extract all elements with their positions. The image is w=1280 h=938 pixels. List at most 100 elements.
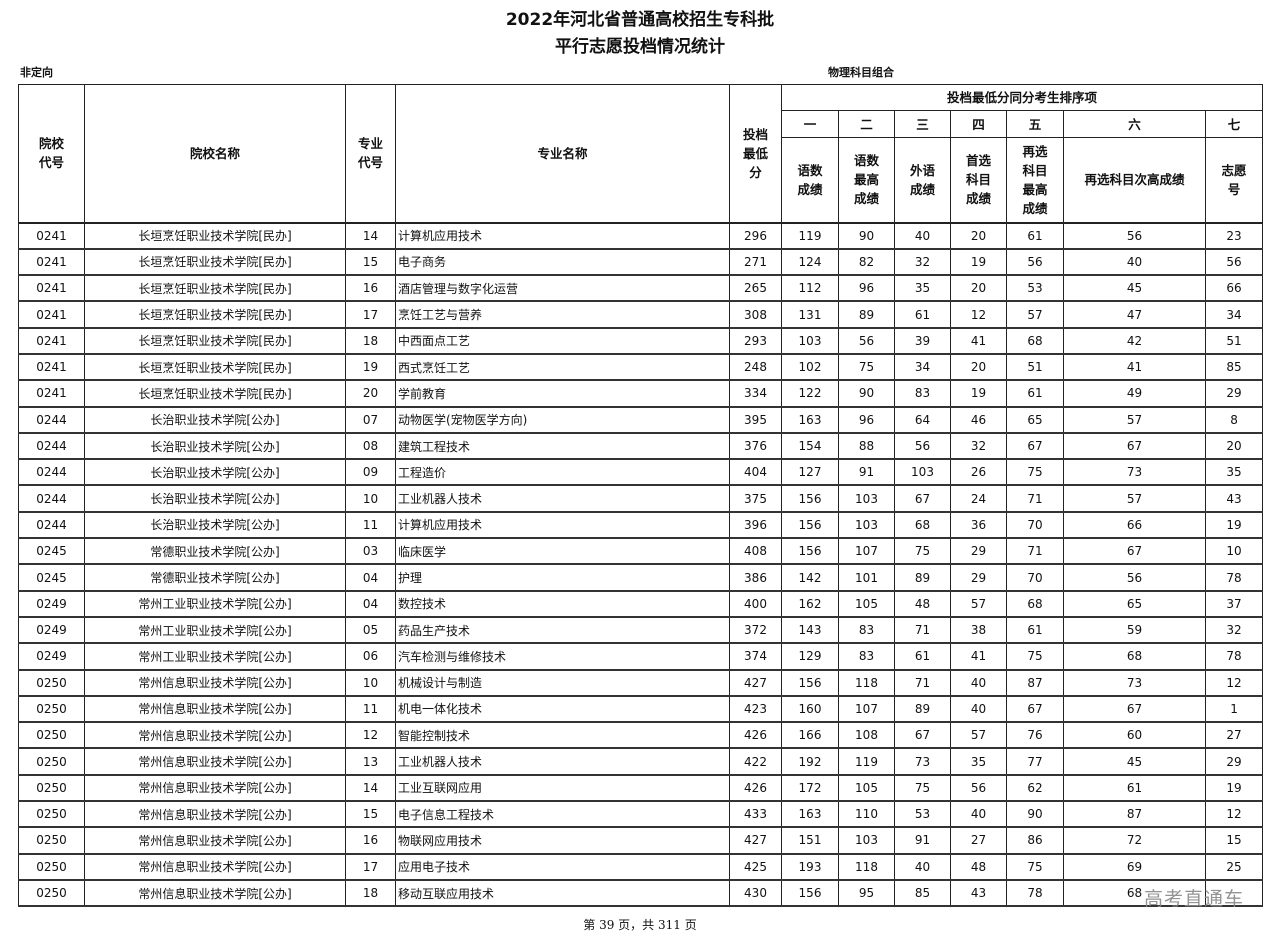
cell-first-subject: 20 <box>950 353 1007 382</box>
cell-major-code: 17 <box>345 853 396 881</box>
cell-major-code: 03 <box>345 537 396 566</box>
cell-first-subject: 26 <box>950 458 1007 487</box>
cell-foreign-lang: 71 <box>894 616 951 645</box>
cell-reselect-second: 66 <box>1063 511 1206 540</box>
cell-reselect-second: 60 <box>1063 721 1206 750</box>
cell-school-name: 长治职业技术学院[公办] <box>84 432 346 461</box>
cell-reselect-second: 72 <box>1063 826 1206 855</box>
cell-major-code: 07 <box>345 406 396 434</box>
cell-reselect-max: 61 <box>1006 221 1064 250</box>
cell-reselect-second: 68 <box>1063 642 1206 671</box>
cell-min-score: 430 <box>729 879 782 908</box>
cell-school-code: 0245 <box>18 537 85 566</box>
cell-reselect-second: 41 <box>1063 353 1206 382</box>
cell-reselect-second: 42 <box>1063 327 1206 355</box>
cell-first-subject: 32 <box>950 432 1007 461</box>
cell-school-name: 长垣烹饪职业技术学院[民办] <box>84 353 346 382</box>
cell-first-subject: 27 <box>950 826 1007 855</box>
cell-school-name: 长垣烹饪职业技术学院[民办] <box>84 327 346 355</box>
cell-reselect-second: 57 <box>1063 406 1206 434</box>
cell-foreign-lang: 56 <box>894 432 951 461</box>
header-tiebreak-7: 志愿号 <box>1204 137 1264 223</box>
cell-foreign-lang: 40 <box>894 221 951 250</box>
cell-first-subject: 56 <box>950 774 1007 803</box>
cell-reselect-second: 40 <box>1063 248 1206 277</box>
cell-min-score: 293 <box>729 327 782 355</box>
cell-school-code: 0250 <box>18 721 85 750</box>
cell-school-name: 常州信息职业技术学院[公办] <box>84 669 346 697</box>
cell-major-name: 电子信息工程技术 <box>395 800 730 829</box>
cell-school-name: 长治职业技术学院[公办] <box>84 406 346 434</box>
cell-reselect-second: 47 <box>1063 300 1206 329</box>
cell-school-code: 0249 <box>18 590 85 618</box>
cell-reselect-second: 73 <box>1063 669 1206 697</box>
cell-first-subject: 43 <box>950 879 1007 908</box>
cell-preference-no <box>1204 879 1264 908</box>
cell-chinese-math: 124 <box>781 248 839 277</box>
table-row: 0249 常州工业职业技术学院[公办] 06 汽车检测与维修技术 374 129 83 61 4… <box>18 642 1264 671</box>
header-min-score: 投档最低分 <box>729 84 782 223</box>
cell-major-name: 物联网应用技术 <box>395 826 730 855</box>
cell-reselect-second: 73 <box>1063 458 1206 487</box>
header-order-3: 三 <box>894 110 951 138</box>
cell-preference-no: 51 <box>1204 327 1264 355</box>
cell-reselect-max: 62 <box>1006 774 1064 803</box>
cell-foreign-lang: 68 <box>894 511 951 540</box>
table-row: 0241 长垣烹饪职业技术学院[民办] 14 计算机应用技术 296 119 90 40 20 6… <box>18 221 1264 250</box>
cell-major-code: 04 <box>345 563 396 592</box>
cell-preference-no: 12 <box>1204 669 1264 697</box>
cell-preference-no: 15 <box>1204 826 1264 855</box>
cell-foreign-lang: 48 <box>894 590 951 618</box>
cell-chinese-math: 156 <box>781 484 839 513</box>
cell-reselect-second: 67 <box>1063 537 1206 566</box>
cell-major-name: 临床医学 <box>395 537 730 566</box>
cell-first-subject: 35 <box>950 747 1007 776</box>
header-tiebreak-3: 外语成绩 <box>894 137 951 223</box>
cell-major-code: 13 <box>345 747 396 776</box>
cell-major-code: 10 <box>345 669 396 697</box>
cell-preference-no: 25 <box>1204 853 1264 881</box>
cell-major-name: 电子商务 <box>395 248 730 277</box>
cell-school-code: 0250 <box>18 774 85 803</box>
cell-first-subject: 38 <box>950 616 1007 645</box>
cell-reselect-second: 57 <box>1063 484 1206 513</box>
cell-major-code: 15 <box>345 248 396 277</box>
table-row: 0250 常州信息职业技术学院[公办] 12 智能控制技术 426 166 108 67 57 7… <box>18 721 1264 750</box>
cell-foreign-lang: 64 <box>894 406 951 434</box>
cell-school-name: 常州信息职业技术学院[公办] <box>84 747 346 776</box>
cell-chinese-math-max: 89 <box>838 300 895 329</box>
cell-first-subject: 57 <box>950 721 1007 750</box>
cell-foreign-lang: 61 <box>894 300 951 329</box>
cell-major-code: 20 <box>345 379 396 408</box>
cell-major-code: 15 <box>345 800 396 829</box>
cell-min-score: 374 <box>729 642 782 671</box>
cell-preference-no: 85 <box>1204 353 1264 382</box>
cell-school-code: 0244 <box>18 511 85 540</box>
cell-preference-no: 19 <box>1204 774 1264 803</box>
cell-min-score: 296 <box>729 221 782 250</box>
cell-preference-no: 27 <box>1204 721 1264 750</box>
cell-chinese-math-max: 88 <box>838 432 895 461</box>
cell-major-name: 西式烹饪工艺 <box>395 353 730 382</box>
cell-min-score: 386 <box>729 563 782 592</box>
cell-chinese-math-max: 56 <box>838 327 895 355</box>
cell-school-code: 0241 <box>18 274 85 303</box>
cell-reselect-second: 69 <box>1063 853 1206 881</box>
cell-chinese-math-max: 96 <box>838 406 895 434</box>
cell-school-code: 0250 <box>18 853 85 881</box>
cell-reselect-max: 75 <box>1006 458 1064 487</box>
table-row: 0250 常州信息职业技术学院[公办] 18 移动互联应用技术 430 156 95 85 43… <box>18 879 1264 908</box>
cell-foreign-lang: 61 <box>894 642 951 671</box>
cell-reselect-max: 76 <box>1006 721 1064 750</box>
cell-chinese-math-max: 83 <box>838 616 895 645</box>
cell-school-code: 0250 <box>18 747 85 776</box>
cell-major-name: 机电一体化技术 <box>395 695 730 724</box>
table-row: 0245 常德职业技术学院[公办] 03 临床医学 408 156 107 75 29 71 67 1… <box>18 537 1264 566</box>
cell-foreign-lang: 40 <box>894 853 951 881</box>
cell-school-code: 0241 <box>18 300 85 329</box>
cell-min-score: 396 <box>729 511 782 540</box>
table-row: 0250 常州信息职业技术学院[公办] 16 物联网应用技术 427 151 103 91 27… <box>18 826 1264 855</box>
cell-chinese-math: 156 <box>781 879 839 908</box>
cell-chinese-math-max: 107 <box>838 537 895 566</box>
header-order-2: 二 <box>838 110 895 138</box>
